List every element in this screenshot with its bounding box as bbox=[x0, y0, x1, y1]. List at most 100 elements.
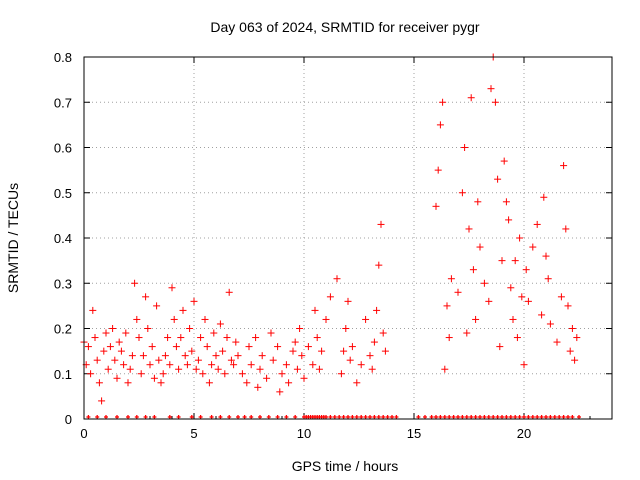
data-point-SRMTID bbox=[318, 347, 326, 355]
data-point-SRMTID bbox=[546, 320, 554, 328]
data-point-SRMTID bbox=[476, 243, 484, 251]
data-point-SRMTID bbox=[511, 257, 519, 265]
data-point-zero bbox=[143, 415, 148, 419]
data-point-SRMTID bbox=[487, 85, 495, 93]
data-point-zero bbox=[126, 415, 130, 419]
data-point-SRMTID bbox=[485, 297, 493, 305]
data-point-SRMTID bbox=[472, 315, 480, 323]
data-point-SRMTID bbox=[258, 352, 266, 360]
data-point-zero bbox=[438, 415, 443, 419]
data-point-zero bbox=[416, 415, 421, 419]
data-point-zero bbox=[152, 415, 157, 419]
data-point-SRMTID bbox=[544, 275, 552, 283]
data-point-SRMTID bbox=[285, 379, 293, 387]
data-point-SRMTID bbox=[139, 352, 147, 360]
data-point-SRMTID bbox=[469, 266, 477, 274]
data-point-SRMTID bbox=[205, 379, 213, 387]
data-point-SRMTID bbox=[513, 334, 521, 342]
data-point-SRMTID bbox=[276, 388, 284, 396]
data-point-SRMTID bbox=[313, 334, 321, 342]
data-point-SRMTID bbox=[509, 315, 517, 323]
data-point-SRMTID bbox=[254, 383, 262, 391]
data-point-SRMTID bbox=[348, 343, 356, 351]
data-point-SRMTID bbox=[304, 343, 312, 351]
data-point-SRMTID bbox=[293, 365, 301, 373]
data-point-SRMTID bbox=[124, 379, 132, 387]
data-point-zero bbox=[209, 415, 214, 419]
data-point-zero bbox=[570, 415, 575, 419]
data-point-zero bbox=[473, 415, 478, 419]
data-points bbox=[80, 53, 581, 419]
y-tick-label: 0.4 bbox=[54, 231, 72, 246]
data-point-SRMTID bbox=[109, 325, 117, 332]
data-point-SRMTID bbox=[181, 352, 189, 360]
data-point-SRMTID bbox=[106, 343, 114, 351]
data-point-zero bbox=[460, 415, 465, 419]
data-point-zero bbox=[324, 415, 328, 419]
x-axis-label: GPS time / hours bbox=[292, 458, 399, 474]
data-point-SRMTID bbox=[91, 334, 99, 342]
data-point-zero bbox=[535, 415, 540, 419]
data-point-SRMTID bbox=[230, 361, 238, 369]
data-point-SRMTID bbox=[131, 279, 139, 287]
x-tick-label: 10 bbox=[297, 426, 311, 441]
data-point-zero bbox=[95, 415, 100, 419]
data-point-zero bbox=[242, 415, 247, 419]
data-point-SRMTID bbox=[553, 338, 561, 346]
grid-lines bbox=[84, 57, 612, 419]
x-tick-label: 20 bbox=[517, 426, 531, 441]
data-point-SRMTID bbox=[434, 166, 442, 174]
data-point-SRMTID bbox=[562, 225, 570, 233]
data-point-zero bbox=[517, 415, 522, 419]
data-point-SRMTID bbox=[344, 297, 352, 305]
data-point-SRMTID bbox=[232, 338, 240, 346]
data-point-SRMTID bbox=[175, 365, 183, 373]
data-point-SRMTID bbox=[557, 293, 565, 301]
data-point-SRMTID bbox=[216, 320, 224, 328]
data-point-SRMTID bbox=[137, 370, 145, 378]
data-point-SRMTID bbox=[142, 293, 150, 301]
data-point-SRMTID bbox=[238, 370, 246, 378]
data-point-SRMTID bbox=[445, 334, 453, 342]
data-point-zero bbox=[258, 415, 262, 419]
data-point-SRMTID bbox=[115, 338, 123, 346]
data-point-SRMTID bbox=[447, 275, 455, 283]
data-point-SRMTID bbox=[560, 162, 568, 170]
data-point-zero bbox=[104, 415, 108, 419]
data-point-SRMTID bbox=[370, 338, 378, 346]
data-point-SRMTID bbox=[153, 302, 161, 310]
y-tick-label: 0.7 bbox=[54, 95, 72, 110]
data-point-SRMTID bbox=[269, 356, 277, 364]
data-point-SRMTID bbox=[219, 347, 227, 355]
data-point-SRMTID bbox=[571, 356, 579, 364]
data-point-SRMTID bbox=[170, 315, 178, 323]
y-axis-label: SRMTID / TECUs bbox=[5, 183, 21, 293]
data-point-SRMTID bbox=[357, 361, 365, 369]
data-point-zero bbox=[442, 415, 447, 419]
data-point-SRMTID bbox=[208, 361, 216, 369]
data-point-zero bbox=[522, 415, 526, 419]
data-point-SRMTID bbox=[498, 257, 506, 265]
data-point-SRMTID bbox=[494, 175, 502, 183]
data-point-SRMTID bbox=[538, 311, 546, 319]
data-point-zero bbox=[577, 415, 581, 419]
data-point-zero bbox=[167, 415, 172, 419]
data-point-zero bbox=[218, 415, 223, 419]
data-point-SRMTID bbox=[454, 288, 462, 296]
plot-frame bbox=[83, 56, 613, 420]
data-point-SRMTID bbox=[480, 279, 488, 287]
data-point-SRMTID bbox=[214, 365, 222, 373]
data-point-zero bbox=[429, 415, 434, 419]
y-tick-label: 0.5 bbox=[54, 186, 72, 201]
data-point-zero bbox=[341, 415, 346, 419]
data-point-SRMTID bbox=[340, 347, 348, 355]
data-point-SRMTID bbox=[373, 306, 381, 314]
data-point-SRMTID bbox=[540, 193, 548, 201]
data-point-SRMTID bbox=[518, 293, 526, 301]
data-point-zero bbox=[227, 415, 232, 419]
data-point-zero bbox=[530, 415, 535, 419]
data-point-zero bbox=[390, 415, 394, 419]
data-point-zero bbox=[86, 415, 91, 419]
y-tick-label: 0.6 bbox=[54, 141, 72, 156]
